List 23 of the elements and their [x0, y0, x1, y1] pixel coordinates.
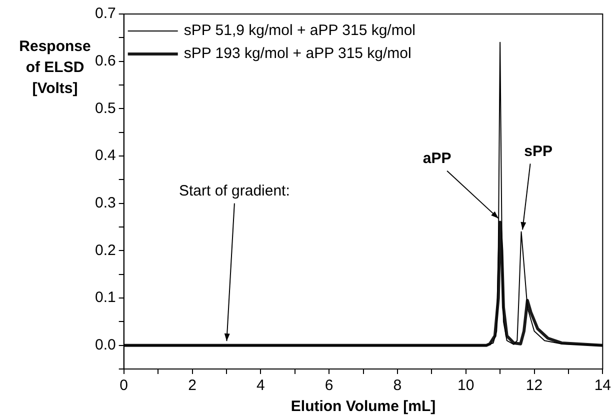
y-axis-title: Response of ELSD [Volts] — [19, 38, 91, 98]
x-tick-label: 8 — [393, 377, 402, 394]
annotation: Start of gradient: — [179, 182, 290, 200]
x-tick-label: 0 — [120, 377, 128, 394]
annotation: aPP — [422, 150, 452, 168]
x-tick-label: 10 — [458, 377, 474, 394]
x-tick-label: 14 — [594, 377, 611, 394]
y-tick-label: 0.1 — [94, 289, 116, 306]
y-tick-label: 0.2 — [94, 242, 116, 259]
x-tick-label: 6 — [324, 377, 334, 394]
x-tick-label: 2 — [188, 377, 196, 394]
x-tick-label: 12 — [526, 377, 543, 394]
y-tick-label: 0.3 — [94, 194, 116, 212]
y-tick-label: 0.0 — [94, 336, 116, 354]
y-tick-label: 0.5 — [94, 100, 116, 117]
legend-label: sPP 51,9 kg/mol + aPP 315 kg/mol — [184, 22, 416, 40]
x-tick-label: 4 — [256, 377, 265, 394]
y-tick-label: 0.4 — [94, 147, 116, 164]
annotation: sPP — [524, 142, 552, 160]
y-tick-label: 0.6 — [94, 52, 116, 70]
y-tick-label: 0.7 — [94, 5, 116, 22]
x-axis-title: Elution Volume [mL] — [290, 398, 436, 416]
legend-label: sPP 193 kg/mol + aPP 315 kg/mol — [184, 45, 412, 62]
